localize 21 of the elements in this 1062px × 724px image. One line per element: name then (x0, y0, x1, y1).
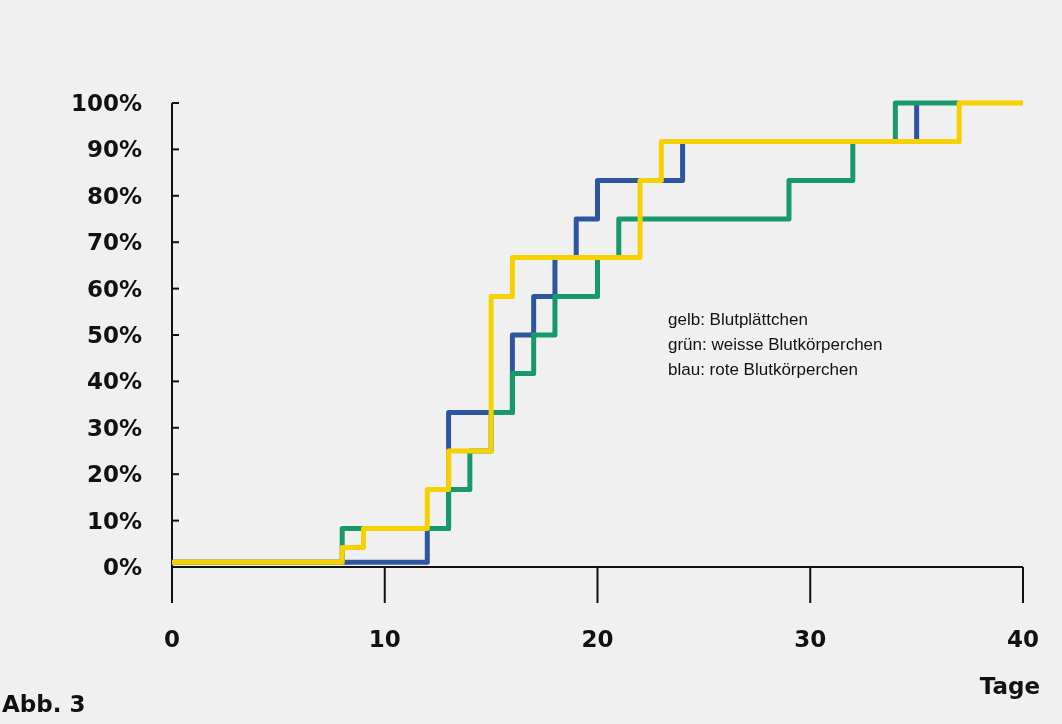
x-tick-label: 0 (163, 626, 181, 652)
x-tick-label: 10 (368, 626, 401, 652)
annotation: gelb: Blutplättchen (668, 310, 808, 329)
x-tick-label: 40 (1006, 626, 1040, 652)
y-tick-label: 100% (70, 90, 142, 117)
y-tick-label: 50% (86, 322, 142, 349)
x-tick-label: 20 (581, 626, 614, 652)
y-tick-label: 30% (86, 414, 142, 441)
y-tick-label: 90% (86, 136, 142, 163)
y-tick-label: 40% (86, 368, 142, 395)
y-tick-label: 0% (102, 554, 142, 581)
y-tick-label: 70% (86, 229, 142, 256)
annotation: grün: weisse Blutkörperchen (668, 335, 883, 354)
y-tick-label: 80% (86, 182, 142, 209)
caption: Abb. 3 (2, 691, 86, 717)
x-axis-title: Tage (979, 673, 1040, 699)
annotation: blau: rote Blutkörperchen (668, 360, 858, 379)
y-tick-label: 10% (86, 507, 142, 534)
y-tick-label: 60% (86, 275, 142, 302)
y-tick-label: 20% (86, 461, 142, 488)
x-tick-label: 30 (794, 626, 827, 652)
